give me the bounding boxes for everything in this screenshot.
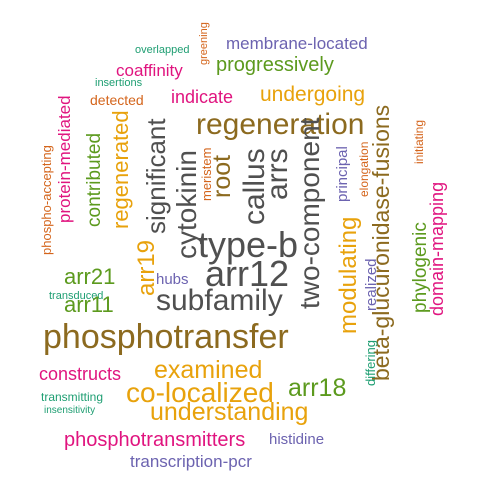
word-arr18: arr18 — [288, 374, 347, 402]
word-transduced: transduced — [49, 290, 104, 302]
word-transmitting: transmitting — [41, 390, 104, 404]
word-arr21: arr21 — [64, 264, 116, 289]
word-regenerated: regenerated — [108, 110, 133, 229]
word-principal: principal — [334, 146, 351, 202]
word-indicate: indicate — [171, 87, 234, 107]
word-differing: differing — [363, 339, 378, 386]
word-progressively: progressively — [216, 54, 334, 76]
word-regeneration: regeneration — [196, 108, 365, 141]
word-realized: realized — [363, 258, 380, 311]
word-significant: significant — [141, 118, 171, 234]
word-examined: examined — [154, 356, 263, 384]
word-understanding: understanding — [150, 398, 309, 426]
word-co-localized: co-localized — [126, 377, 274, 408]
word-insensitivity: insensitivity — [44, 405, 96, 416]
word-membrane-located: membrane-located — [226, 34, 368, 53]
word-cytokinin: cytokinin — [171, 150, 202, 259]
word-transcription-pcr: transcription-pcr — [130, 452, 252, 471]
word-arrs: arrs — [261, 148, 294, 200]
word-root: root — [208, 154, 236, 198]
word-greening: greening — [198, 22, 210, 65]
word-overlapped: overlapped — [135, 44, 190, 56]
word-two-component: two-component — [294, 117, 325, 309]
word-coaffinity: coaffinity — [116, 61, 183, 80]
word-phosphotransfer: phosphotransfer — [43, 318, 289, 356]
word-histidine: histidine — [269, 431, 325, 448]
word-contributed: contributed — [84, 132, 105, 227]
word-detected: detected — [90, 92, 144, 108]
word-protein-mediated: protein-mediated — [55, 95, 74, 223]
word-initiating: initiating — [412, 119, 426, 164]
word-undergoing: undergoing — [260, 83, 366, 106]
word-hubs: hubs — [156, 271, 189, 288]
word-subfamily: subfamily — [156, 284, 283, 317]
word-insertions: insertions — [95, 77, 143, 89]
word-phylogenic: phylogenic — [410, 222, 431, 313]
word-phospho-accepting: phospho-accepting — [39, 145, 54, 255]
word-type-b: type-b — [198, 224, 299, 265]
word-phosphotransmitters: phosphotransmitters — [64, 429, 246, 451]
word-arr12: arr12 — [205, 253, 290, 294]
word-arr11: arr11 — [64, 292, 114, 317]
word-modulating: modulating — [335, 216, 362, 334]
word-constructs: constructs — [39, 364, 122, 384]
